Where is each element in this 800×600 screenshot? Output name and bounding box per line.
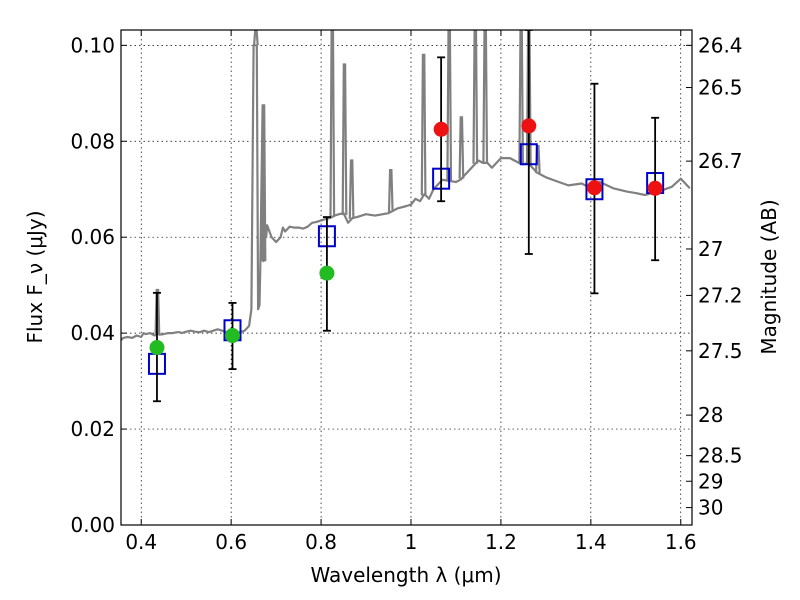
y2-tick-label: 26.5 [698, 76, 743, 100]
emission-line [341, 63, 348, 216]
y-tick-label: 0.10 [70, 33, 115, 57]
x-tick-label: 0.6 [215, 530, 247, 554]
plot-frame [120, 29, 693, 526]
emission-line [472, 30, 479, 164]
emission-line [260, 104, 267, 262]
y2-tick-label: 28 [698, 403, 723, 427]
emission-line [446, 30, 453, 182]
x-tick-label: 1.4 [575, 530, 607, 554]
y-tick-label: 0.08 [70, 129, 115, 153]
axis-ticks: 0.4 0.6 0.8 1 1.2 1.4 1.6 0.00 0.02 0.04 0.06 0.08 0… [70, 30, 743, 554]
y-axis-label: Flux F_ν (μJy) [23, 210, 47, 343]
emission-line [518, 30, 524, 164]
green-photometry-point [225, 328, 241, 344]
green-photometry-point [149, 340, 165, 356]
emission-line [387, 169, 394, 213]
y2-tick-label: 29 [698, 469, 723, 493]
y2-tick-label: 26.4 [698, 33, 743, 57]
y-tick-label: 0.00 [70, 513, 115, 537]
emission-line [482, 30, 489, 163]
y2-tick-label: 27.2 [698, 283, 743, 307]
x-tick-label: 1 [405, 530, 418, 554]
y-tick-label: 0.04 [70, 321, 115, 345]
x-tick-label: 0.8 [305, 530, 337, 554]
y2-tick-label: 26.7 [698, 149, 743, 173]
x-tick-label: 0.4 [125, 530, 157, 554]
y-tick-label: 0.06 [70, 225, 115, 249]
emission-line [329, 30, 336, 217]
emission-line [458, 116, 465, 179]
emission-line [348, 159, 355, 220]
y2-tick-label: 28.5 [698, 444, 743, 468]
red-photometry-point [521, 118, 537, 134]
x-tick-label: 1.6 [665, 530, 697, 554]
green-photometry-point [319, 265, 335, 281]
emission-line [420, 53, 427, 196]
plot-area [121, 30, 691, 403]
x-axis-label: Wavelength λ (μm) [310, 563, 501, 587]
emission-line [525, 30, 532, 164]
x-tick-label: 1.2 [485, 530, 517, 554]
y2-tick-label: 30 [698, 496, 723, 520]
emission-line [253, 30, 259, 46]
red-photometry-point [586, 180, 602, 196]
y-tick-label: 0.02 [70, 417, 115, 441]
grid [121, 30, 692, 526]
spectrum-line [121, 44, 691, 342]
y2-tick-label: 27.5 [698, 339, 743, 363]
red-photometry-point [433, 121, 449, 137]
y2-tick-label: 27 [698, 237, 723, 261]
red-photometry-point [647, 180, 663, 196]
y2-axis-label: Magnitude (AB) [757, 199, 781, 354]
